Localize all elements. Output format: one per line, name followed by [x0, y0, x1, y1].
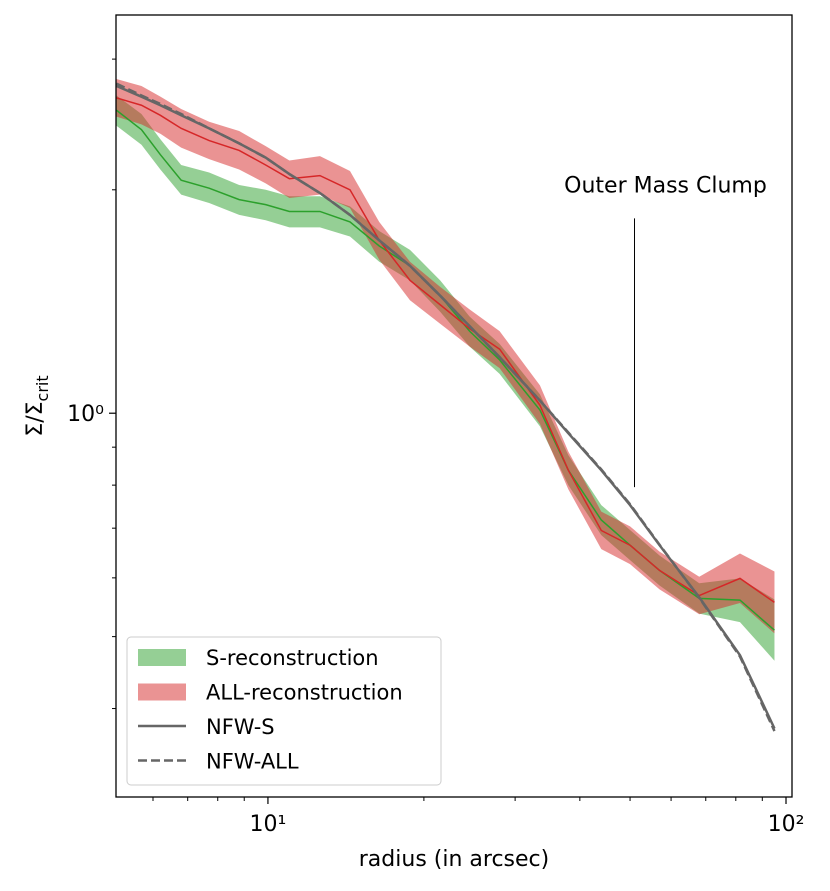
- legend-label: NFW-S: [206, 715, 275, 739]
- x-tick-label: 10²: [768, 812, 805, 837]
- legend: S-reconstruction ALL-reconstruction NFW-S N…: [126, 636, 442, 786]
- x-tick-label: 10¹: [250, 812, 287, 837]
- legend-label: NFW-ALL: [206, 750, 299, 774]
- y-label-main: Σ/Σ: [23, 401, 48, 436]
- y-axis-label: Σ/Σcrit: [23, 375, 52, 436]
- y-tick-label: 10⁰: [67, 402, 104, 427]
- annotation-text: Outer Mass Clump: [564, 173, 767, 198]
- legend-swatch: [138, 649, 186, 666]
- plot-area: [116, 79, 776, 732]
- legend-frame: [126, 636, 442, 786]
- band: [116, 79, 775, 634]
- line: [116, 82, 776, 732]
- legend-swatch: [138, 683, 186, 701]
- legend-label: ALL-reconstruction: [206, 681, 403, 705]
- y-label-sub: crit: [33, 375, 52, 401]
- legend-label: S-reconstruction: [206, 646, 379, 670]
- plot-frame: [115, 14, 793, 798]
- line: [116, 97, 775, 604]
- x-axis-label: radius (in arcsec): [359, 847, 549, 872]
